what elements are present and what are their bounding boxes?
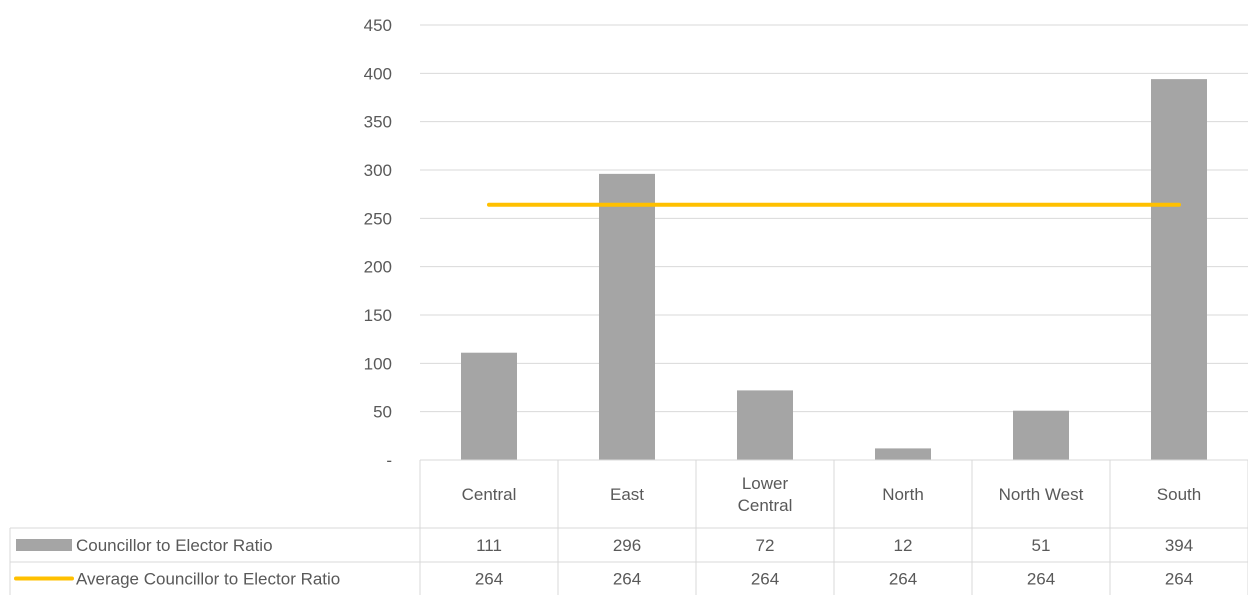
x-category-label: North West bbox=[999, 485, 1084, 504]
table-value-cell: 12 bbox=[894, 536, 913, 555]
y-tick-label: 400 bbox=[364, 64, 392, 83]
bar bbox=[1013, 410, 1069, 460]
table-value-cell: 51 bbox=[1032, 536, 1051, 555]
y-tick-label: - bbox=[386, 451, 392, 470]
y-tick-label: 450 bbox=[364, 16, 392, 35]
bar bbox=[461, 352, 517, 460]
y-tick-label: 150 bbox=[364, 306, 392, 325]
table-value-cell: 394 bbox=[1165, 536, 1193, 555]
data-table: Central East Lower Central North North West So… bbox=[9, 459, 1248, 595]
y-tick-label: 250 bbox=[364, 209, 392, 228]
table-value-cell: 296 bbox=[613, 536, 641, 555]
y-tick-label: 50 bbox=[373, 403, 392, 422]
legend-bar-swatch bbox=[16, 539, 72, 551]
x-category-label: North bbox=[882, 485, 924, 504]
y-tick-label: 200 bbox=[364, 258, 392, 277]
bar bbox=[599, 173, 655, 460]
y-tick-label: 300 bbox=[364, 161, 392, 180]
bar bbox=[875, 448, 931, 460]
y-tick-label: 100 bbox=[364, 354, 392, 373]
table-value-cell: 72 bbox=[756, 536, 775, 555]
x-category-label: South bbox=[1157, 485, 1201, 504]
x-category-label: East bbox=[610, 485, 644, 504]
y-axis-ticks: - 50 100 150 200 250 300 350 400 450 bbox=[364, 16, 392, 470]
x-category-label: Central bbox=[462, 485, 517, 504]
table-value-cell: 264 bbox=[751, 570, 779, 589]
gridlines bbox=[420, 24, 1248, 413]
series-name-label: Average Councillor to Elector Ratio bbox=[76, 570, 340, 589]
table-value-cell: 264 bbox=[1165, 570, 1193, 589]
bar bbox=[1151, 79, 1207, 460]
table-value-cell: 264 bbox=[889, 570, 917, 589]
bar bbox=[737, 390, 793, 460]
table-value-cell: 264 bbox=[475, 570, 503, 589]
table-value-cell: 111 bbox=[476, 536, 502, 555]
table-value-cell: 264 bbox=[1027, 570, 1055, 589]
table-value-cell: 264 bbox=[613, 570, 641, 589]
bar-series bbox=[461, 79, 1207, 460]
x-category-label: Lower Central bbox=[738, 474, 793, 515]
y-tick-label: 350 bbox=[364, 113, 392, 132]
series-name-label: Councillor to Elector Ratio bbox=[76, 536, 273, 555]
